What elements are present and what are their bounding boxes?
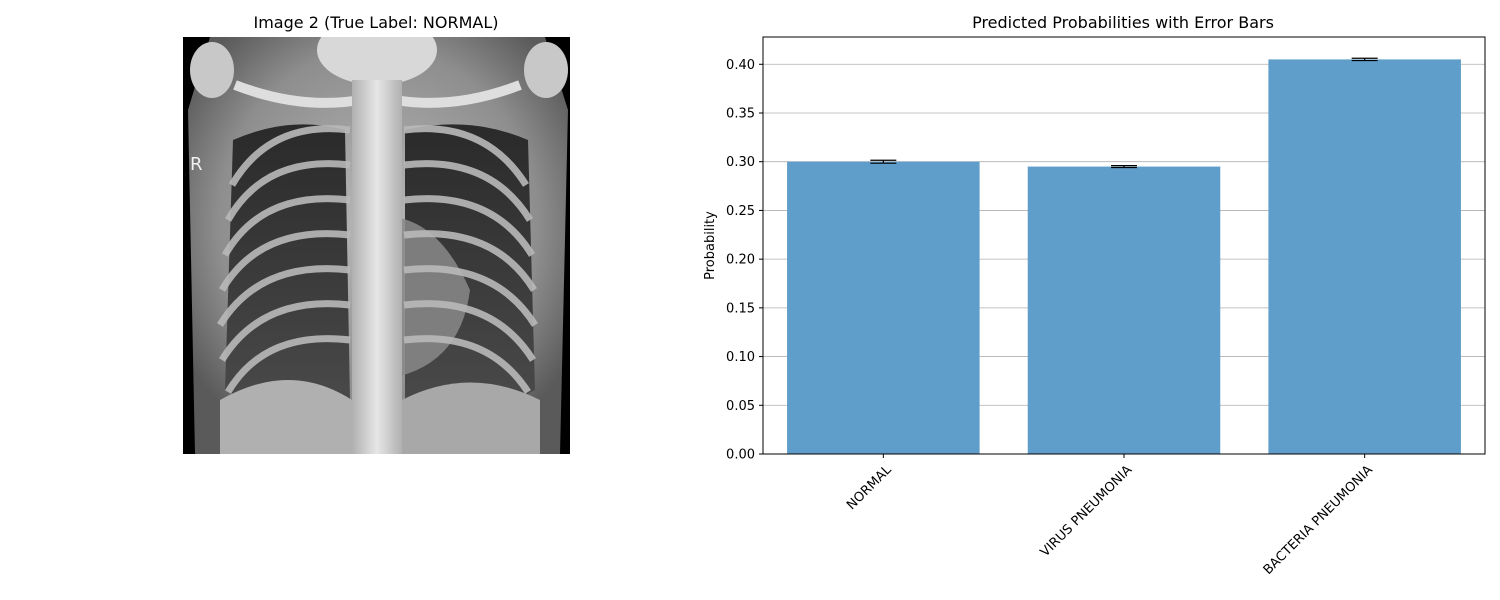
xray-marker-r: R	[190, 154, 203, 175]
y-axis-label: Probability	[703, 211, 718, 280]
y-tick-label-8: 0.40	[726, 58, 755, 73]
x-tick-label-0: NORMAL	[844, 462, 895, 513]
y-tick-label-1: 0.05	[726, 399, 755, 414]
x-tick-label-1: VIRUS PNEUMONIA	[1038, 463, 1136, 561]
bar-chart: 0.00 0.05 0.10 0.15 0.20 0.25 0.30 0.35 0.40 NORM…	[703, 36, 1486, 578]
y-tick-label-5: 0.25	[726, 204, 755, 219]
y-tick-label-4: 0.20	[726, 253, 755, 268]
image-title: Image 2 (True Label: NORMAL)	[254, 13, 499, 32]
y-tick-label-6: 0.30	[726, 155, 755, 170]
y-tick-label-7: 0.35	[726, 106, 755, 121]
bar-1	[1027, 166, 1221, 454]
y-tick-label-0: 0.00	[726, 448, 755, 463]
xray-image: R	[183, 37, 570, 454]
chart-title: Predicted Probabilities with Error Bars	[972, 13, 1274, 32]
plot-frame	[762, 36, 1486, 455]
y-tick-label-2: 0.10	[726, 350, 755, 365]
bar-2	[1268, 59, 1461, 455]
x-tick-label-2: BACTERIA PNEUMONIA	[1261, 463, 1376, 578]
bar-0	[787, 161, 980, 455]
y-tick-label-3: 0.15	[726, 301, 755, 316]
